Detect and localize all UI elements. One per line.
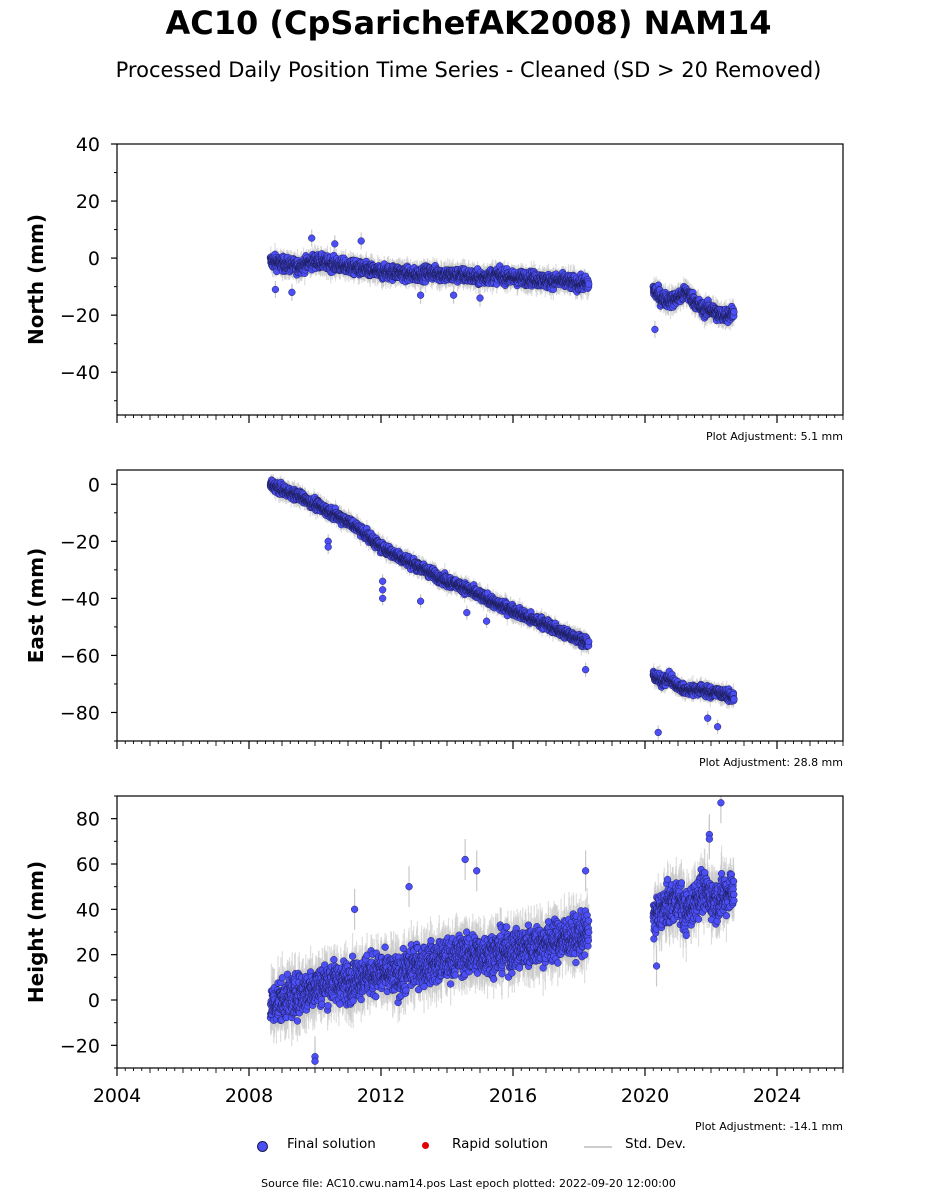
data-point	[585, 280, 593, 288]
plot-area	[266, 229, 738, 338]
final-solution-points	[266, 234, 738, 334]
chart-subtitle: Processed Daily Position Time Series - C…	[115, 58, 822, 82]
chart-title: AC10 (CpSarichefAK2008) NAM14	[165, 4, 772, 42]
